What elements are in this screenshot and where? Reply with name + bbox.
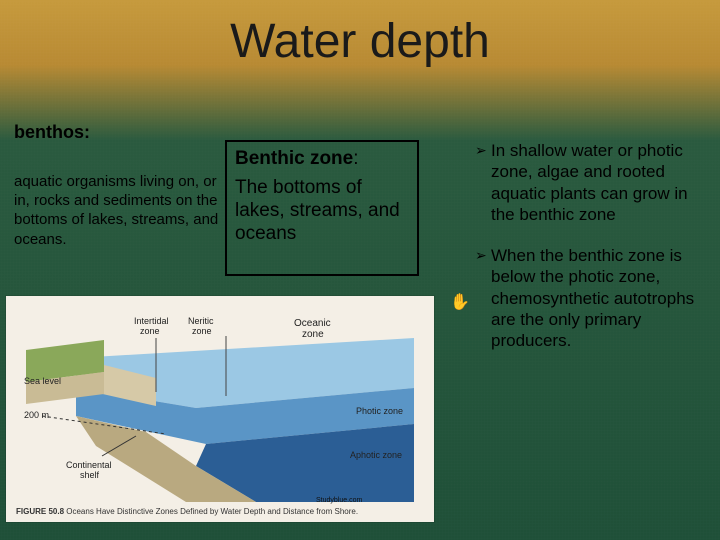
label-200m: 200 m [24,410,49,420]
benthic-zone-title: Benthic zone: [235,148,409,170]
bullet-item: ➢ In shallow water or photic zone, algae… [475,140,707,225]
figure-number: FIGURE 50.8 [16,507,64,516]
benthos-term: benthos: [14,122,90,143]
diagram-svg: Sea level 200 m Intertidal zone Neritic … [6,296,434,522]
label-shelf-l1: Continental [66,460,112,470]
figure-caption-text: Oceans Have Distinctive Zones Defined by… [66,507,358,516]
ocean-zones-diagram: Sea level 200 m Intertidal zone Neritic … [6,296,434,522]
label-neritic-l2: zone [192,326,212,336]
label-aphotic: Aphotic zone [350,450,402,460]
figure-caption: FIGURE 50.8 Oceans Have Distinctive Zone… [16,507,358,516]
label-intertidal-l1: Intertidal [134,316,169,326]
benthic-zone-box: Benthic zone: The bottoms of lakes, stre… [225,140,419,276]
benthic-zone-colon: : [353,148,358,169]
figure-source: Studyblue.com [316,497,362,504]
bullet-text: In shallow water or photic zone, algae a… [491,141,688,224]
benthic-zone-body: The bottoms of lakes, streams, and ocean… [235,177,409,245]
label-oceanic-l2: zone [302,329,324,340]
bullet-icon: ➢ [475,247,487,265]
hand-cursor-icon: ✋ [450,292,470,312]
bullet-item: ➢ When the benthic zone is below the pho… [475,245,707,351]
label-shelf-l2: shelf [80,470,100,480]
label-oceanic-l1: Oceanic [294,318,331,329]
right-column: ➢ In shallow water or photic zone, algae… [475,140,707,371]
label-sea-level: Sea level [24,376,61,386]
label-intertidal-l2: zone [140,326,160,336]
bullet-icon: ➢ [475,142,487,160]
benthos-definition: aquatic organisms living on, or in, rock… [4,172,222,249]
benthic-zone-title-text: Benthic zone [235,148,353,169]
page-title: Water depth [0,14,720,69]
bullet-text: When the benthic zone is below the photi… [491,246,694,350]
slide: Water depth benthos: aquatic organisms l… [0,0,720,540]
label-photic: Photic zone [356,406,403,416]
label-neritic-l1: Neritic [188,316,214,326]
